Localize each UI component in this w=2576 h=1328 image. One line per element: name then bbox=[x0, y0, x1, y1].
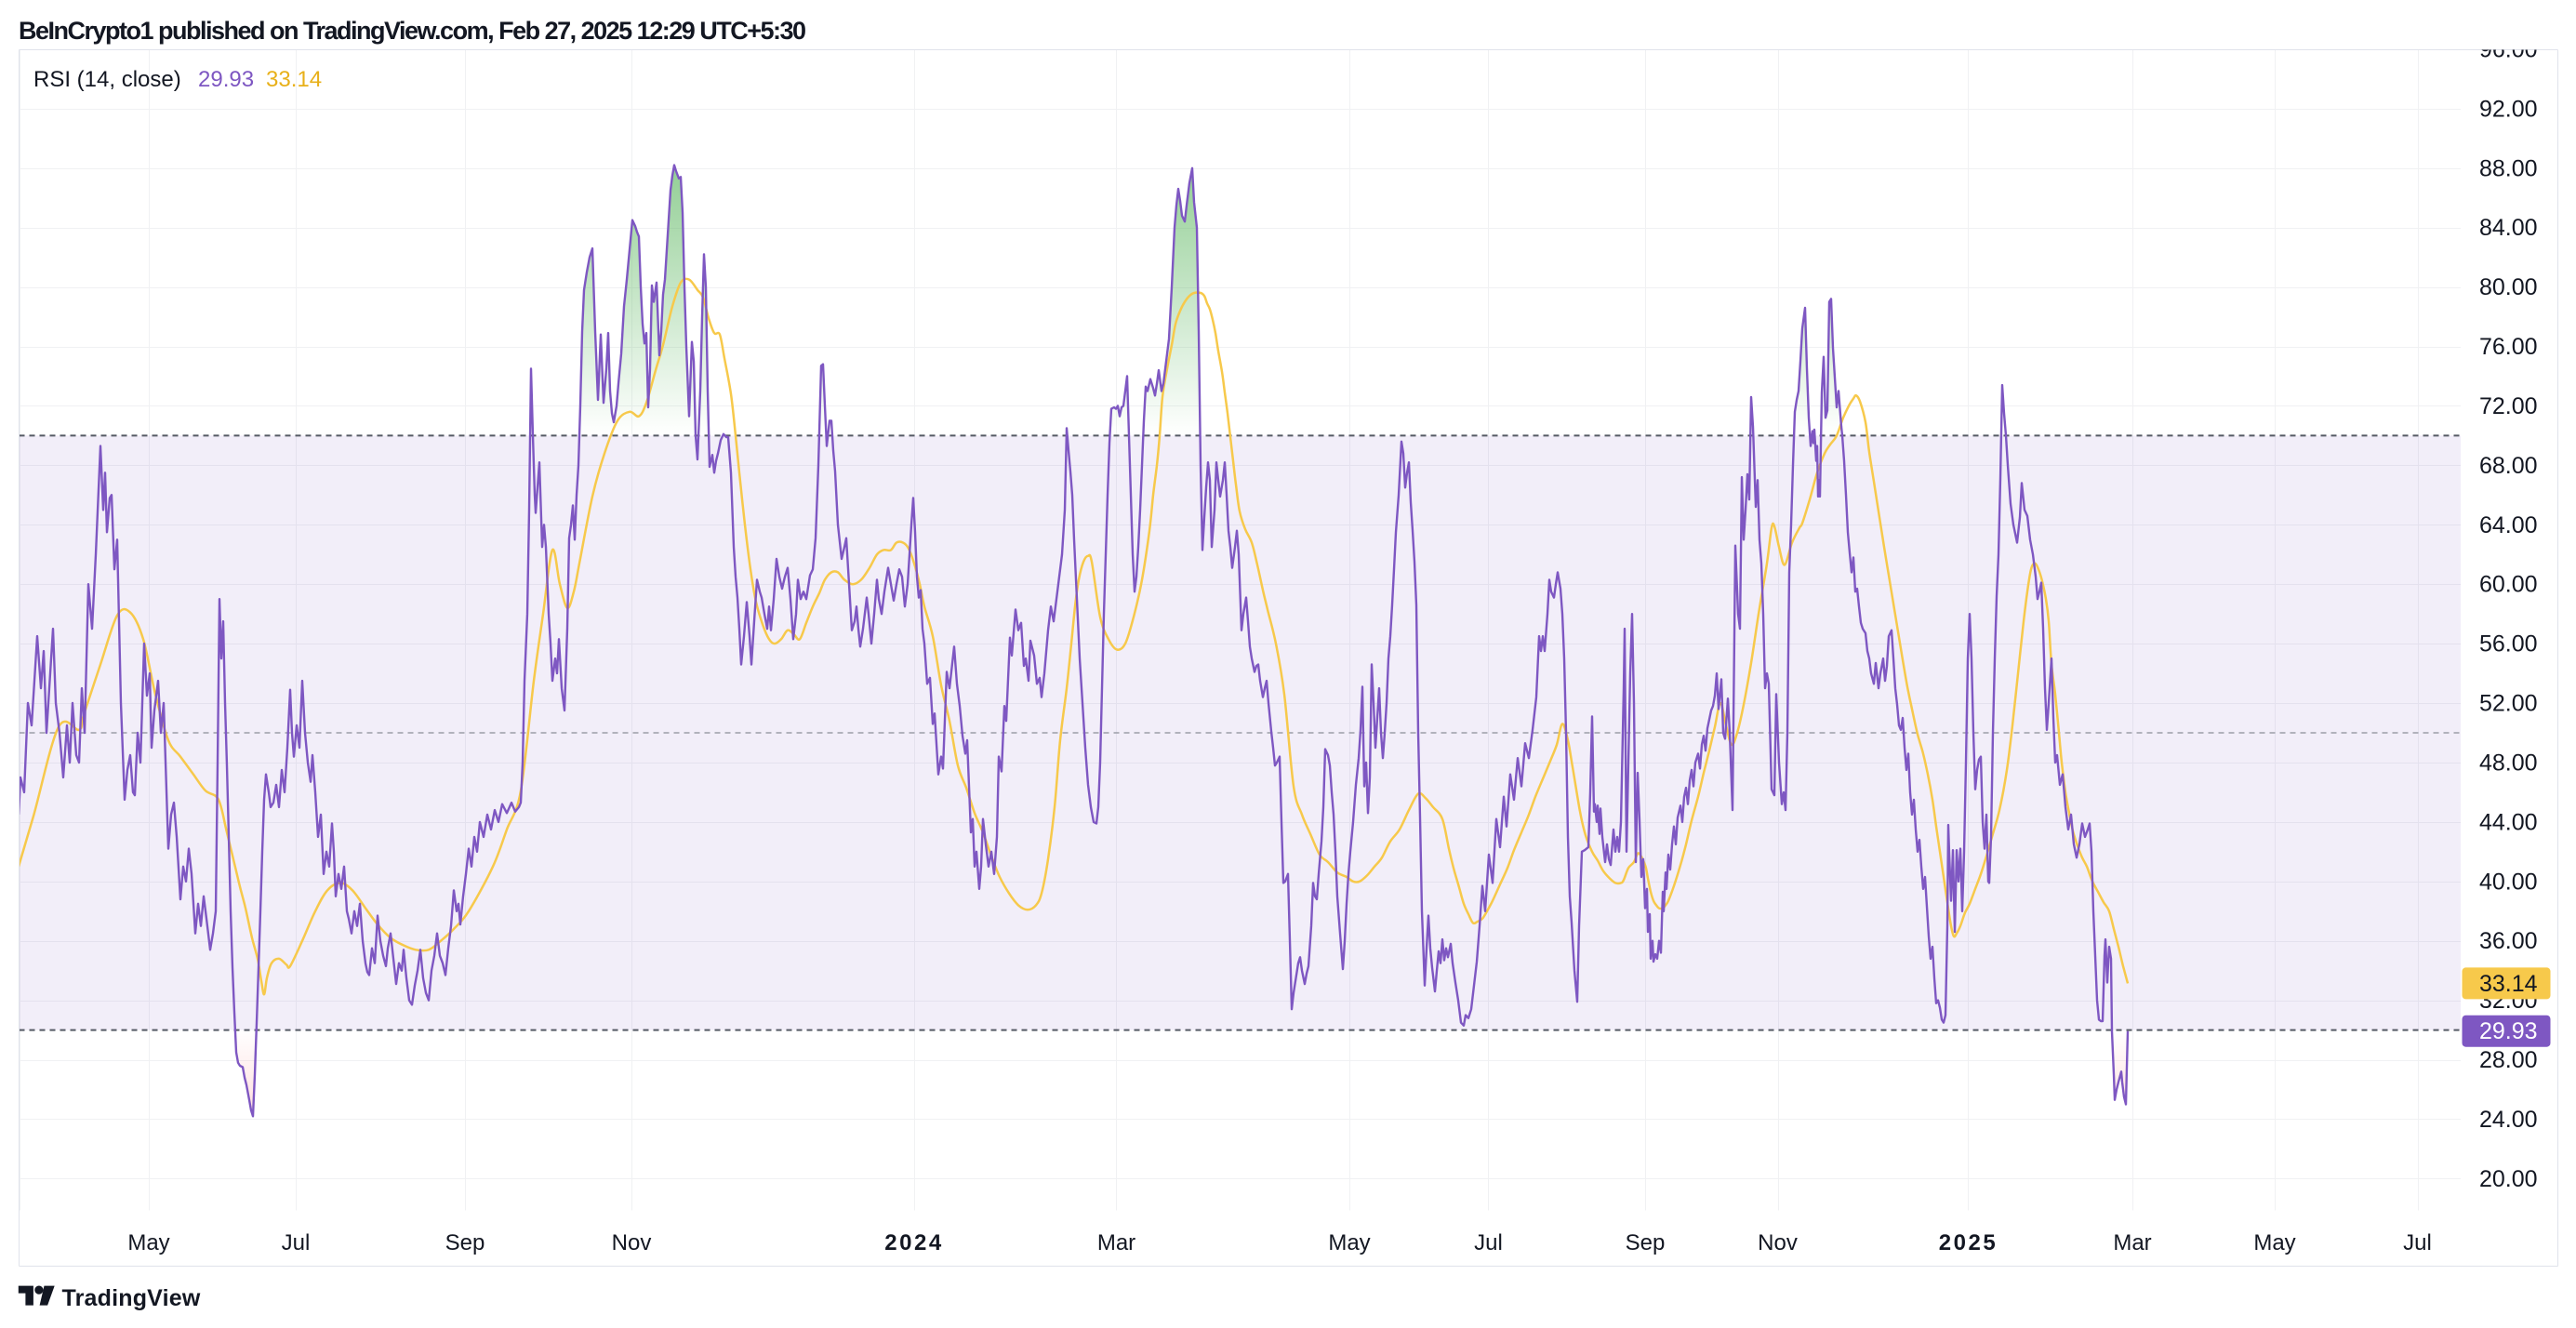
svg-text:Mar: Mar bbox=[1097, 1230, 1135, 1255]
svg-text:56.00: 56.00 bbox=[2479, 631, 2538, 657]
svg-text:68.00: 68.00 bbox=[2479, 453, 2538, 479]
svg-text:May: May bbox=[127, 1230, 169, 1255]
svg-text:20.00: 20.00 bbox=[2479, 1166, 2538, 1192]
svg-text:88.00: 88.00 bbox=[2479, 155, 2538, 181]
svg-text:33.14: 33.14 bbox=[2479, 971, 2538, 997]
svg-text:48.00: 48.00 bbox=[2479, 750, 2538, 777]
svg-text:33.14: 33.14 bbox=[266, 67, 322, 92]
svg-text:40.00: 40.00 bbox=[2479, 869, 2538, 895]
svg-text:Nov: Nov bbox=[1758, 1230, 1798, 1255]
svg-text:Jul: Jul bbox=[1474, 1230, 1503, 1255]
svg-text:Jul: Jul bbox=[282, 1230, 311, 1255]
svg-text:BeInCrypto1 published on Tradi: BeInCrypto1 published on TradingView.com… bbox=[19, 17, 805, 45]
svg-text:Sep: Sep bbox=[445, 1230, 485, 1255]
svg-text:29.93: 29.93 bbox=[2479, 1018, 2538, 1044]
svg-text:Mar: Mar bbox=[2113, 1230, 2151, 1255]
svg-text:29.93: 29.93 bbox=[198, 67, 254, 92]
svg-text:36.00: 36.00 bbox=[2479, 928, 2538, 954]
svg-text:24.00: 24.00 bbox=[2479, 1107, 2538, 1133]
svg-text:84.00: 84.00 bbox=[2479, 215, 2538, 241]
svg-text:2025: 2025 bbox=[1939, 1230, 1998, 1255]
svg-text:May: May bbox=[1328, 1230, 1370, 1255]
svg-text:Jul: Jul bbox=[2403, 1230, 2432, 1255]
svg-text:72.00: 72.00 bbox=[2479, 393, 2538, 419]
svg-text:Nov: Nov bbox=[612, 1230, 652, 1255]
svg-text:44.00: 44.00 bbox=[2479, 809, 2538, 835]
svg-text:92.00: 92.00 bbox=[2479, 96, 2538, 122]
svg-text:64.00: 64.00 bbox=[2479, 512, 2538, 538]
svg-text:TradingView: TradingView bbox=[62, 1285, 201, 1311]
svg-text:Sep: Sep bbox=[1626, 1230, 1666, 1255]
svg-text:76.00: 76.00 bbox=[2479, 334, 2538, 360]
svg-text:2024: 2024 bbox=[884, 1230, 943, 1255]
svg-text:May: May bbox=[2253, 1230, 2295, 1255]
svg-text:96.00: 96.00 bbox=[2479, 36, 2538, 62]
svg-text:60.00: 60.00 bbox=[2479, 572, 2538, 598]
svg-text:52.00: 52.00 bbox=[2479, 691, 2538, 717]
svg-text:28.00: 28.00 bbox=[2479, 1047, 2538, 1073]
svg-text:RSI (14, close): RSI (14, close) bbox=[33, 67, 181, 92]
svg-text:80.00: 80.00 bbox=[2479, 274, 2538, 300]
